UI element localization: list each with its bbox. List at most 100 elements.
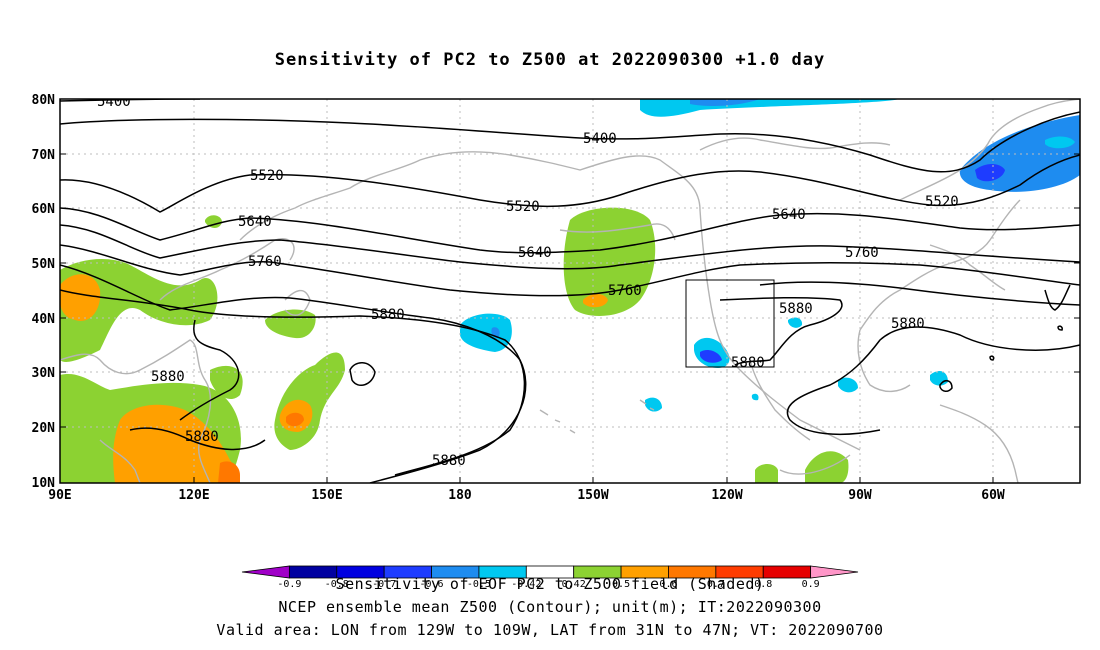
lat-label: 80N (32, 93, 56, 108)
colorbar-tick-label: -0.42 (511, 579, 541, 590)
contour-label: 5640 (772, 207, 806, 223)
contour-5880-a (60, 289, 526, 476)
caption-valid-area: Valid area: LON from 129W to 109W, LAT f… (216, 621, 884, 639)
shade-blue-greenland-tip (1045, 136, 1075, 149)
lat-label: 20N (32, 421, 56, 436)
contour-5880-c (759, 281, 1080, 306)
shade-green-mexico-b (805, 451, 849, 483)
lon-label: 120W (711, 488, 742, 503)
colorbar: -0.9 -0.8 -0.7 -0.6 -0.5 -0.42 0.42 0.5 0.6 0.7 0.… (241, 565, 859, 590)
lon-label: 120E (178, 488, 209, 503)
shade-green-gulf-alaska (563, 207, 656, 316)
caption-contour: NCEP ensemble mean Z500 (Contour); unit(… (278, 598, 822, 616)
shade-blue-arctic-core (690, 99, 760, 107)
contour-5880-d (786, 326, 1080, 436)
colorbar-tick-label: 0.7 (707, 579, 725, 590)
lon-label: 60W (981, 488, 1005, 503)
contour-5760-b (60, 264, 527, 483)
map-title: Sensitivity of PC2 to Z500 at 2022090300… (274, 50, 826, 70)
contour-label: 5640 (518, 245, 552, 261)
shade-blue-greenland (959, 115, 1080, 192)
plot-frame (59, 98, 1081, 484)
lat-label: 50N (32, 257, 56, 272)
colorbar-tick-label: 0.6 (659, 579, 677, 590)
shade-red-pacific (286, 412, 304, 427)
contour-label: 5640 (238, 214, 272, 230)
shade-green-pacific-west (274, 352, 345, 450)
contour-small-1 (349, 362, 376, 387)
lat-label: 40N (32, 312, 56, 327)
shade-blue-gulf (838, 377, 858, 393)
shade-green-mexico-a (755, 464, 778, 483)
colorbar-tick-label: -0.8 (325, 579, 349, 590)
shade-green-philippines (210, 365, 243, 400)
contour-label: 5520 (250, 168, 284, 184)
colorbar-tick-label: 0.8 (754, 579, 772, 590)
contour-label: 5880 (371, 307, 405, 323)
contour-label: 5520 (506, 199, 540, 215)
colorbar-tick-label: -0.5 (467, 579, 491, 590)
contour-5880-e (179, 319, 240, 421)
contour-label: 5760 (845, 245, 879, 261)
shade-orange-south (113, 404, 237, 483)
contour-label: 5880 (151, 369, 185, 385)
shade-orange-gulf (583, 294, 608, 308)
contour-5400-b (60, 111, 1080, 173)
lon-label: 150E (311, 488, 342, 503)
shade-blue-hawaii (645, 397, 662, 412)
shade-blue-tx (788, 317, 803, 328)
contour-label: 5880 (891, 316, 925, 332)
lon-label: 90E (48, 488, 71, 503)
lon-label: 150W (577, 488, 608, 503)
shade-green-kamchatka (205, 215, 222, 228)
shade-green-west (60, 258, 218, 362)
contour-5640-b (60, 224, 1080, 270)
shade-blue-california-core (700, 349, 722, 363)
contour-5520 (60, 154, 1080, 213)
contour-hook (1044, 284, 1071, 311)
lat-label: 60N (32, 202, 56, 217)
contour-small-3 (989, 355, 995, 361)
shade-blue-greenland-core (975, 164, 1005, 182)
contour-label: 5760 (248, 254, 282, 270)
lon-label: 180 (448, 488, 472, 503)
contour-label: 5880 (185, 429, 219, 445)
contour-5880-b (719, 296, 843, 366)
valid-area-box (685, 279, 775, 368)
contour-5760-a (60, 244, 1080, 297)
contour-small-2 (939, 380, 953, 392)
colorbar-tick-label: -0.6 (419, 579, 443, 590)
contour-label: 5400 (97, 94, 131, 110)
tick-marks (60, 153, 1080, 483)
contour-5640-a (60, 207, 1080, 254)
shade-blue-atlantic (930, 370, 948, 386)
contour-label: 5760 (608, 283, 642, 299)
contour-label: 5520 (925, 194, 959, 210)
contour-labels: 5400 5400 5520 5520 5520 5640 5640 5640 … (97, 94, 959, 469)
colorbar-tick-label: 0.5 (612, 579, 630, 590)
lon-label: 90W (848, 488, 872, 503)
contour-label: 5880 (432, 453, 466, 469)
colorbar-tick-label: 0.9 (802, 579, 820, 590)
coastlines (60, 99, 1080, 483)
contour-label: 5880 (731, 355, 765, 371)
lat-label: 30N (32, 366, 56, 381)
shade-orange-west (60, 274, 101, 321)
contour-small-4 (1057, 325, 1063, 331)
lat-label: 70N (32, 148, 56, 163)
gridlines (60, 99, 1080, 483)
colorbar-tick-label: -0.9 (277, 579, 301, 590)
shade-red-south (218, 461, 240, 483)
contour-label: 5400 (583, 131, 617, 147)
caption-shaded: Sensitivity of EOF PC2 to Z500 field (Sh… (335, 575, 765, 593)
lat-label: 10N (32, 476, 56, 491)
shade-blue-arctic (640, 99, 900, 117)
shaded-sensitivity (60, 99, 1080, 483)
lat-labels: 80N 70N 60N 50N 40N 30N 20N 10N (32, 93, 56, 491)
colorbar-tick-label: -0.7 (372, 579, 396, 590)
colorbar-swatch (810, 565, 859, 579)
lon-labels: 90E 120E 150E 180 150W 120W 90W 60W (48, 488, 1005, 503)
colorbar-tick-label: 0.42 (562, 579, 586, 590)
contour-label: 5880 (779, 301, 813, 317)
